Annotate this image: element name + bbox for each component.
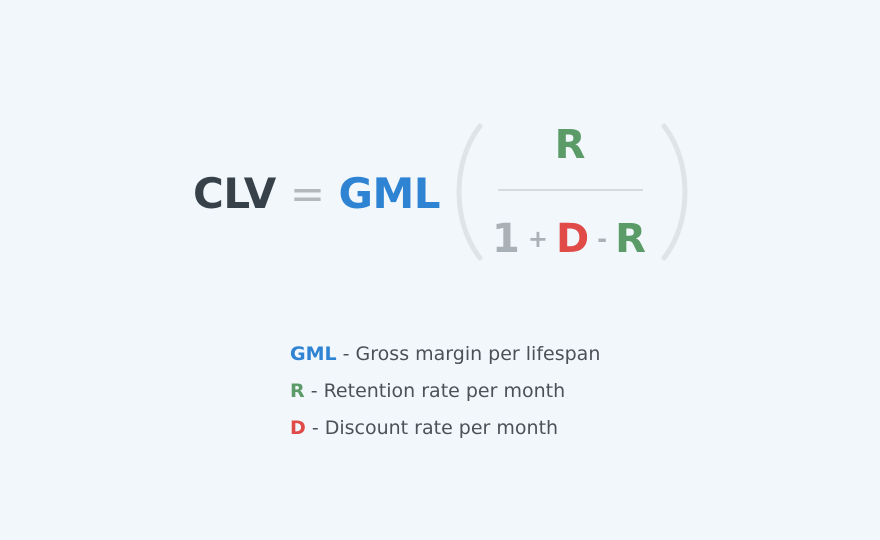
denominator-one: 1 [492, 216, 520, 262]
formula-left-side: CLV = GML [193, 166, 441, 220]
minus-sign: - [597, 225, 608, 253]
equals-sign: = [289, 168, 325, 218]
fraction-denominator: 1 + D - R [492, 214, 646, 264]
legend-key: GML [290, 343, 337, 365]
denominator-d: D [555, 216, 590, 262]
plus-sign: + [527, 225, 548, 253]
legend-item-gml: GML - Gross margin per lifespan [290, 336, 600, 373]
fraction-numerator: R [554, 122, 586, 168]
denominator-r: R [615, 216, 646, 262]
legend-description: - Gross margin per lifespan [342, 343, 601, 365]
right-parenthesis [661, 123, 688, 261]
fraction-line [498, 189, 643, 191]
legend-description: - Retention rate per month [310, 380, 566, 402]
clv-symbol: CLV [193, 168, 276, 218]
gml-symbol: GML [338, 168, 441, 218]
left-parenthesis [456, 123, 483, 261]
legend-item-r: R - Retention rate per month [290, 373, 600, 410]
legend-item-d: D - Discount rate per month [290, 410, 600, 447]
legend-description: - Discount rate per month [311, 417, 559, 439]
legend-key: D [290, 417, 306, 439]
legend-key: R [290, 380, 305, 402]
legend: GML - Gross margin per lifespan R - Rete… [290, 336, 600, 447]
